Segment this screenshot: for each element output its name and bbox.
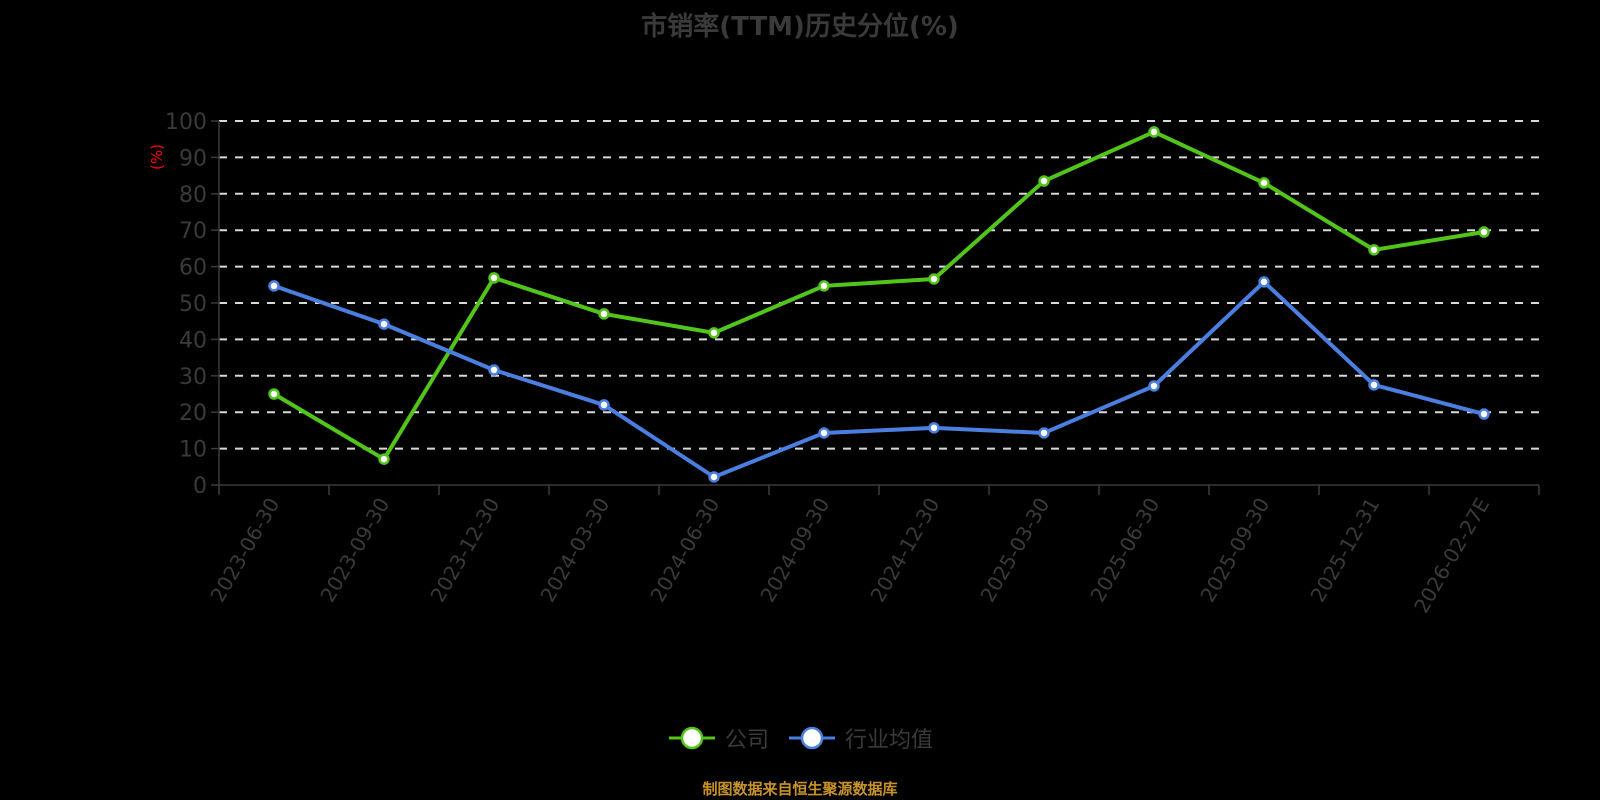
data-point-marker[interactable] [708, 327, 720, 339]
y-tick-label: 100 [165, 110, 207, 135]
x-tick-label: 2026-02-27E [1409, 494, 1494, 618]
data-point-marker[interactable] [928, 273, 940, 285]
x-tick-label: 2023-09-30 [315, 494, 394, 607]
y-tick-label: 10 [179, 438, 207, 463]
x-tick-label: 2025-03-30 [975, 494, 1054, 607]
data-point-marker[interactable] [1148, 126, 1160, 138]
y-tick-label: 20 [179, 401, 207, 426]
data-point-marker[interactable] [818, 427, 830, 439]
data-point-marker[interactable] [1368, 379, 1380, 391]
series-lines [268, 126, 1490, 483]
data-point-marker[interactable] [378, 453, 390, 465]
x-tick-label: 2025-12-31 [1305, 494, 1384, 607]
data-point-marker[interactable] [1148, 380, 1160, 392]
y-tick-label: 50 [179, 292, 207, 317]
gridlines [219, 120, 1539, 450]
legend-item-industry-average[interactable]: 行业均值 [787, 722, 933, 754]
data-point-marker[interactable] [598, 308, 610, 320]
legend-label-industry-average: 行业均值 [845, 728, 934, 753]
y-tick-label: 40 [179, 328, 207, 353]
data-point-marker[interactable] [1478, 226, 1490, 238]
legend-label-company: 公司 [724, 728, 769, 753]
x-tick-label: 2024-09-30 [755, 494, 834, 607]
legend-company-line-circle-icon [668, 726, 715, 750]
y-tick-label: 90 [179, 146, 207, 171]
x-tick-label: 2025-06-30 [1085, 494, 1164, 607]
y-tick-label: 30 [179, 365, 207, 390]
x-tick-label: 2024-12-30 [865, 494, 944, 607]
data-point-marker[interactable] [268, 280, 280, 292]
data-point-marker[interactable] [818, 280, 830, 292]
data-point-marker[interactable] [1258, 177, 1270, 189]
data-point-marker[interactable] [1258, 276, 1270, 288]
data-point-marker[interactable] [1368, 244, 1380, 256]
legend-item-company[interactable]: 公司 [667, 722, 769, 754]
y-tick-label: 70 [179, 219, 207, 244]
company-series-line [272, 129, 1485, 462]
legend: 公司 行业均值 [0, 722, 1600, 754]
y-axis: 0 10 20 30 40 50 60 70 80 90 100 [165, 110, 220, 499]
data-point-marker[interactable] [488, 272, 500, 284]
data-point-marker[interactable] [1038, 427, 1050, 439]
data-point-marker[interactable] [598, 399, 610, 411]
x-tick-label: 2023-06-30 [205, 494, 284, 607]
chart-title: 市销率(TTM)历史分位(%) [641, 12, 959, 42]
x-tick-label: 2025-09-30 [1195, 494, 1274, 607]
data-point-marker[interactable] [1478, 408, 1490, 420]
data-source-note: 制图数据来自恒生聚源数据库 [702, 780, 898, 798]
data-point-marker[interactable] [378, 318, 390, 330]
y-tick-label: 80 [179, 183, 207, 208]
industry-average-series-line [273, 279, 1485, 479]
y-tick-label: 0 [193, 474, 207, 499]
data-point-marker[interactable] [928, 422, 940, 434]
data-point-marker[interactable] [708, 471, 720, 483]
x-axis: 2023-06-30 2023-09-30 2023-12-30 2024-03-30… [205, 484, 1540, 618]
data-point-marker[interactable] [268, 388, 280, 400]
x-tick-label: 2024-06-30 [645, 494, 724, 607]
y-tick-label: 60 [179, 256, 207, 281]
data-point-marker[interactable] [488, 364, 500, 376]
data-point-marker[interactable] [1038, 175, 1050, 187]
legend-industry-line-circle-icon [789, 726, 835, 750]
x-tick-label: 2024-03-30 [535, 494, 614, 607]
x-tick-label: 2023-12-30 [425, 494, 504, 607]
